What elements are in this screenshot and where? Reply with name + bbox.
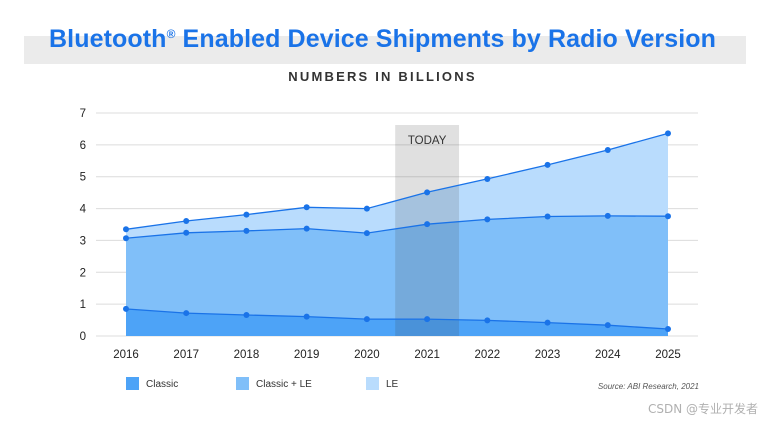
y-tick-label-5: 5: [80, 172, 86, 184]
point-le-2020: [363, 205, 370, 212]
x-tick-label-2021: 2021: [414, 349, 440, 361]
point-classic-2017: [183, 310, 190, 317]
x-tick-label-2024: 2024: [595, 349, 621, 361]
point-classic-2023: [544, 319, 551, 326]
area-le: [126, 133, 668, 239]
y-tick-label-6: 6: [80, 140, 86, 152]
point-classic-le-2016: [123, 235, 129, 242]
watermark: CSDN @专业开发者: [648, 401, 758, 416]
point-classic-le-2022: [484, 216, 491, 223]
legend-swatch-classic-le: [236, 377, 249, 390]
point-classic-2021: [424, 316, 431, 323]
point-classic-2024: [604, 322, 611, 329]
legend-swatch-classic: [126, 377, 139, 390]
point-classic-le-2018: [243, 227, 250, 234]
point-classic-2020: [363, 316, 370, 323]
y-tick-label-4: 4: [80, 204, 87, 216]
point-le-2024: [604, 146, 611, 153]
x-tick-label-2020: 2020: [354, 349, 380, 361]
x-tick-label-2022: 2022: [475, 349, 501, 361]
line-le: [125, 132, 669, 230]
line-classic-le: [125, 215, 669, 239]
line-classic: [125, 308, 669, 330]
point-classic-2016: [123, 305, 129, 312]
point-classic-le-2024: [604, 212, 611, 219]
y-tick-label-1: 1: [80, 299, 86, 311]
today-highlight-band: [395, 125, 460, 336]
x-tick-label-2025: 2025: [655, 349, 681, 361]
legend-label-le: LE: [386, 379, 399, 390]
y-tick-label-3: 3: [80, 235, 86, 247]
point-le-2021: [424, 189, 431, 196]
title-band: [24, 36, 746, 64]
today-label: TODAY: [408, 135, 447, 147]
point-classic-le-2025: [665, 213, 671, 220]
source-note: Source: ABI Research, 2021: [598, 382, 699, 391]
title-text-rest: Enabled Device Shipments by Radio Versio…: [175, 25, 716, 53]
chart-title: Bluetooth® Enabled Device Shipments by R…: [0, 25, 765, 54]
area-classic-le: [126, 215, 668, 329]
point-classic-2018: [243, 311, 250, 318]
point-le-2018: [243, 211, 250, 218]
x-tick-label-2023: 2023: [535, 349, 561, 361]
point-le-2023: [544, 161, 551, 168]
point-le-2022: [484, 175, 491, 182]
y-tick-label-2: 2: [80, 267, 86, 279]
legend-label-classic-le: Classic + LE: [256, 379, 312, 390]
point-classic-2019: [303, 313, 310, 320]
x-tick-label-2018: 2018: [234, 349, 260, 361]
point-classic-le-2023: [544, 213, 551, 220]
point-le-2019: [303, 204, 310, 211]
chart-subtitle: NUMBERS IN BILLIONS: [288, 69, 477, 84]
legend-label-classic: Classic: [146, 379, 178, 390]
point-classic-2022: [484, 317, 491, 324]
title-text: Bluetooth: [49, 25, 167, 53]
point-classic-2025: [665, 325, 671, 332]
point-classic-le-2017: [183, 229, 190, 236]
legend-swatch-le: [366, 377, 379, 390]
point-le-2016: [123, 226, 129, 233]
y-tick-label-7: 7: [80, 108, 86, 120]
x-tick-label-2019: 2019: [294, 349, 320, 361]
point-classic-le-2019: [303, 225, 310, 232]
point-classic-le-2020: [363, 230, 370, 237]
point-le-2017: [183, 217, 190, 224]
point-classic-le-2021: [424, 221, 431, 228]
point-le-2025: [665, 130, 671, 137]
x-tick-label-2016: 2016: [113, 349, 139, 361]
title-registered-mark: ®: [166, 27, 176, 41]
x-tick-label-2017: 2017: [173, 349, 199, 361]
y-tick-label-0: 0: [80, 331, 86, 343]
